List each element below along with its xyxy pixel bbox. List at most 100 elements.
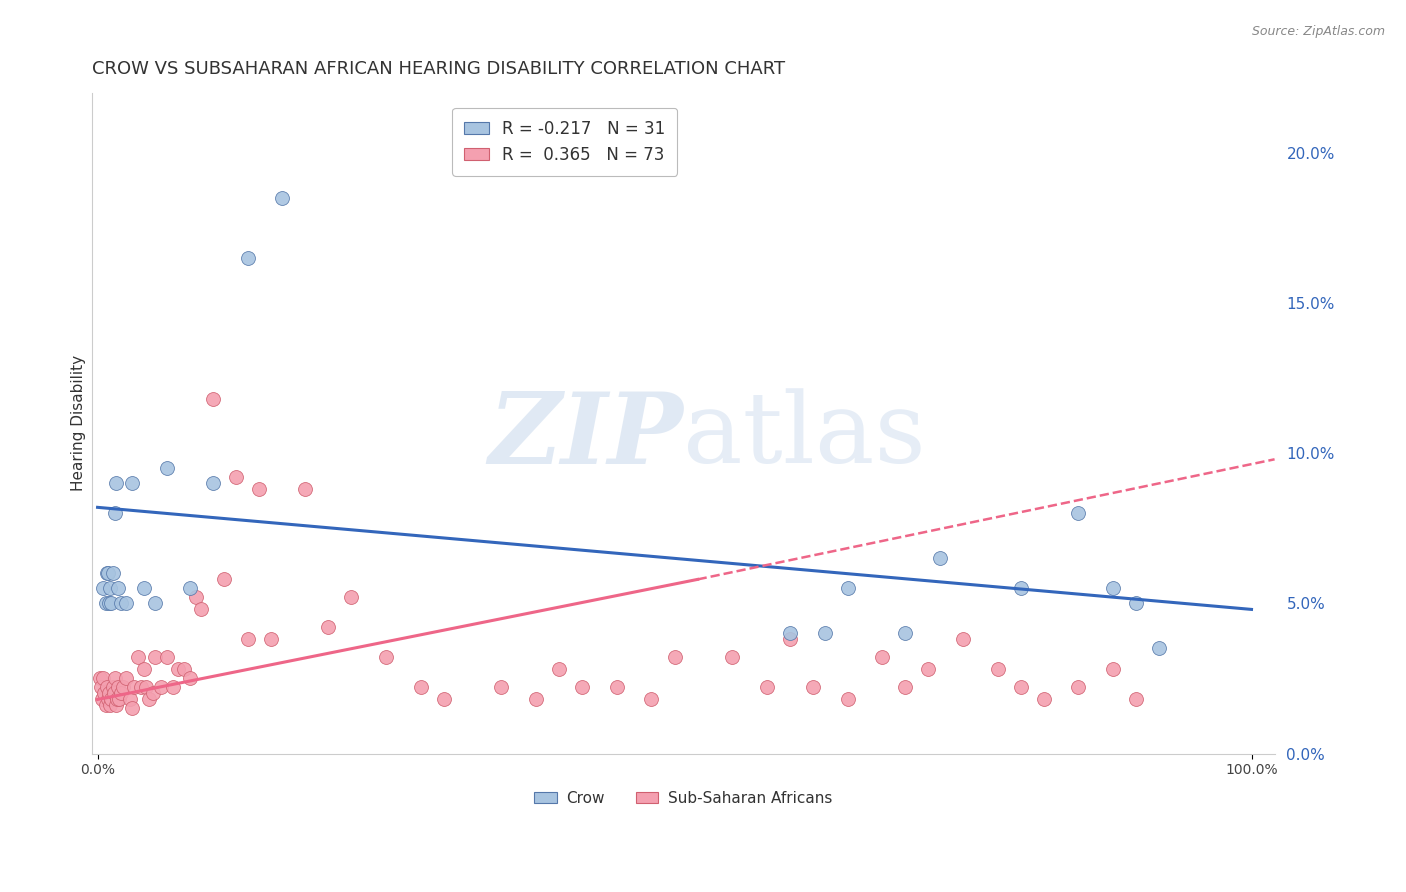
- Point: [813, 626, 835, 640]
- Point: [640, 692, 662, 706]
- Point: [1125, 596, 1147, 610]
- Point: [93, 686, 115, 700]
- Point: [167, 663, 190, 677]
- Point: [97, 566, 120, 581]
- Point: [110, 686, 132, 700]
- Point: [340, 591, 363, 605]
- Point: [98, 582, 121, 596]
- Point: [929, 551, 952, 566]
- Point: [214, 573, 236, 587]
- Point: [987, 663, 1010, 677]
- Point: [1102, 663, 1125, 677]
- Point: [104, 672, 127, 686]
- Point: [779, 626, 801, 640]
- Point: [375, 650, 398, 665]
- Point: [115, 596, 138, 610]
- Point: [491, 681, 513, 695]
- Point: [96, 681, 118, 695]
- Point: [105, 698, 128, 713]
- Point: [201, 392, 224, 407]
- Point: [108, 692, 131, 706]
- Point: [135, 681, 157, 695]
- Point: [91, 672, 114, 686]
- Point: [121, 476, 143, 491]
- Point: [98, 596, 121, 610]
- Point: [548, 663, 571, 677]
- Legend: Crow, Sub-Saharan Africans: Crow, Sub-Saharan Africans: [529, 785, 838, 812]
- Point: [105, 476, 128, 491]
- Point: [801, 681, 824, 695]
- Point: [664, 650, 686, 665]
- Point: [779, 632, 801, 647]
- Point: [131, 681, 153, 695]
- Point: [318, 620, 340, 634]
- Point: [179, 582, 201, 596]
- Point: [1010, 582, 1032, 596]
- Point: [132, 663, 155, 677]
- Point: [1032, 692, 1054, 706]
- Point: [271, 191, 294, 205]
- Point: [409, 681, 432, 695]
- Point: [190, 602, 212, 616]
- Point: [894, 626, 917, 640]
- Point: [1125, 692, 1147, 706]
- Point: [101, 681, 124, 695]
- Point: [143, 650, 166, 665]
- Point: [89, 672, 111, 686]
- Point: [524, 692, 547, 706]
- Point: [121, 701, 143, 715]
- Point: [173, 663, 195, 677]
- Point: [98, 698, 121, 713]
- Point: [917, 663, 939, 677]
- Point: [107, 582, 129, 596]
- Point: [96, 566, 118, 581]
- Point: [1010, 681, 1032, 695]
- Point: [110, 596, 132, 610]
- Point: [162, 681, 184, 695]
- Point: [100, 692, 122, 706]
- Point: [91, 692, 114, 706]
- Point: [433, 692, 456, 706]
- Point: [143, 596, 166, 610]
- Point: [1067, 681, 1090, 695]
- Point: [103, 686, 125, 700]
- Point: [606, 681, 628, 695]
- Point: [105, 692, 128, 706]
- Point: [571, 681, 593, 695]
- Point: [179, 672, 201, 686]
- Point: [247, 483, 270, 497]
- Point: [127, 650, 149, 665]
- Point: [260, 632, 283, 647]
- Point: [115, 672, 138, 686]
- Point: [91, 582, 114, 596]
- Point: [721, 650, 744, 665]
- Point: [837, 692, 859, 706]
- Point: [755, 681, 778, 695]
- Point: [118, 692, 141, 706]
- Point: [111, 681, 134, 695]
- Text: ZIP: ZIP: [488, 388, 683, 484]
- Point: [150, 681, 173, 695]
- Point: [90, 681, 112, 695]
- Point: [184, 591, 207, 605]
- Point: [236, 251, 259, 265]
- Point: [201, 476, 224, 491]
- Point: [132, 582, 155, 596]
- Point: [101, 566, 124, 581]
- Point: [870, 650, 893, 665]
- Point: [1147, 641, 1170, 656]
- Point: [94, 596, 117, 610]
- Point: [142, 686, 165, 700]
- Point: [1102, 582, 1125, 596]
- Point: [1067, 506, 1090, 520]
- Point: [97, 692, 120, 706]
- Point: [156, 461, 179, 475]
- Point: [837, 582, 859, 596]
- Point: [225, 470, 247, 484]
- Point: [894, 681, 917, 695]
- Point: [124, 681, 146, 695]
- Point: [107, 681, 129, 695]
- Text: CROW VS SUBSAHARAN AFRICAN HEARING DISABILITY CORRELATION CHART: CROW VS SUBSAHARAN AFRICAN HEARING DISAB…: [91, 60, 785, 78]
- Point: [952, 632, 974, 647]
- Point: [138, 692, 160, 706]
